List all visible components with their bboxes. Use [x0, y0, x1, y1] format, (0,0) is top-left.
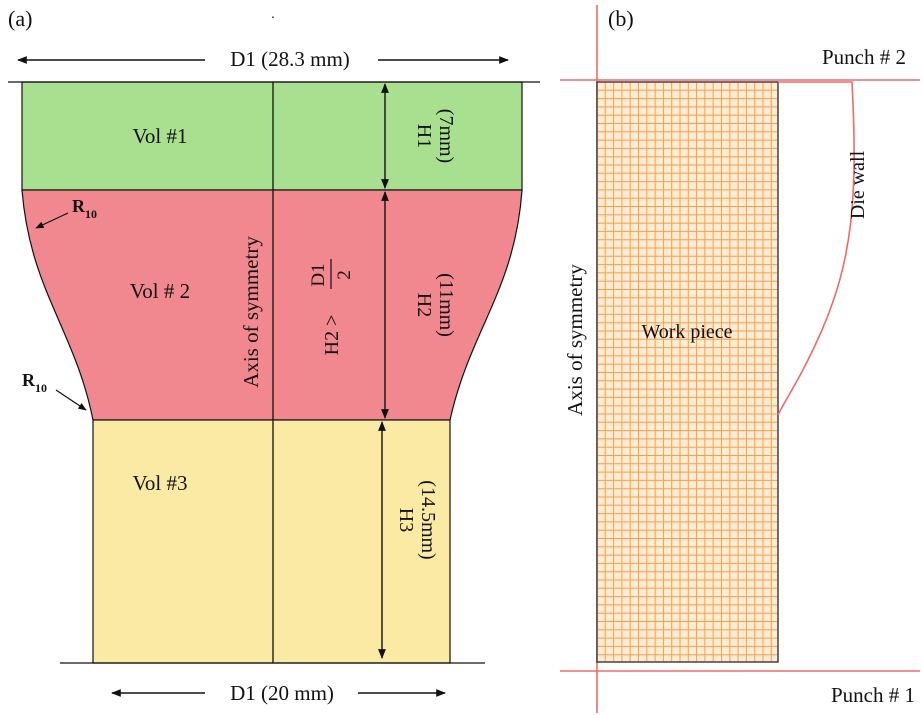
- radius-upper-arrow: [35, 212, 69, 229]
- radius-label-upper: R 10: [35, 196, 97, 229]
- radius-upper-main: R: [72, 196, 86, 216]
- die-wall-label: Die wall: [847, 150, 869, 219]
- radius-upper-sub: 10: [85, 207, 97, 221]
- punch-1-label: Punch # 1: [831, 683, 915, 707]
- panel-b: (b) Axis of symmetry Punch # 2 Punch # 1…: [560, 5, 920, 713]
- workpiece-mesh: [597, 82, 778, 662]
- vol2-label: Vol # 2: [130, 279, 190, 303]
- punch-2-label: Punch # 2: [822, 45, 906, 69]
- vol3-label: Vol #3: [132, 471, 187, 495]
- vol1-region: [21, 81, 523, 191]
- die-wall-profile: [777, 81, 855, 416]
- h2-label: H2: [413, 293, 435, 317]
- radius-lower-main: R: [22, 370, 36, 390]
- h2-condition-lhs: H2 >: [321, 315, 343, 356]
- h2-condition-numerator: D1: [308, 263, 329, 286]
- h1-value: (7mm): [435, 109, 457, 163]
- h3-label: H3: [395, 508, 417, 532]
- vol3-region: [92, 419, 451, 664]
- h2-value: (11mm): [435, 273, 457, 337]
- workpiece-label: Work piece: [641, 321, 732, 343]
- top-dimension-label: D1 (28.3 mm): [230, 47, 350, 71]
- workpiece-outline: [596, 81, 779, 663]
- h2-condition-denominator: 2: [334, 270, 355, 280]
- panel-a-label: (a): [8, 6, 32, 31]
- axis-of-symmetry-label-a: Axis of symmetry: [239, 236, 263, 388]
- bottom-dimension-label: D1 (20 mm): [230, 681, 334, 705]
- radius-lower-arrow: [55, 389, 87, 411]
- h2-condition: H2 > D1 2: [308, 259, 355, 355]
- h1-label: H1: [413, 124, 435, 148]
- h3-value: (14.5mm): [417, 480, 439, 559]
- panel-a: (a) D1 (28.3 mm) Vol #1 Vol # 2 Vol #3 ·…: [8, 6, 540, 705]
- panel-b-label: (b): [608, 6, 634, 31]
- axis-tick: ·: [271, 11, 276, 26]
- radius-lower-sub: 10: [35, 381, 47, 395]
- radius-label-lower: R 10: [22, 370, 87, 411]
- vol1-label: Vol #1: [132, 124, 187, 148]
- axis-of-symmetry-label-b: Axis of symmetry: [563, 264, 587, 416]
